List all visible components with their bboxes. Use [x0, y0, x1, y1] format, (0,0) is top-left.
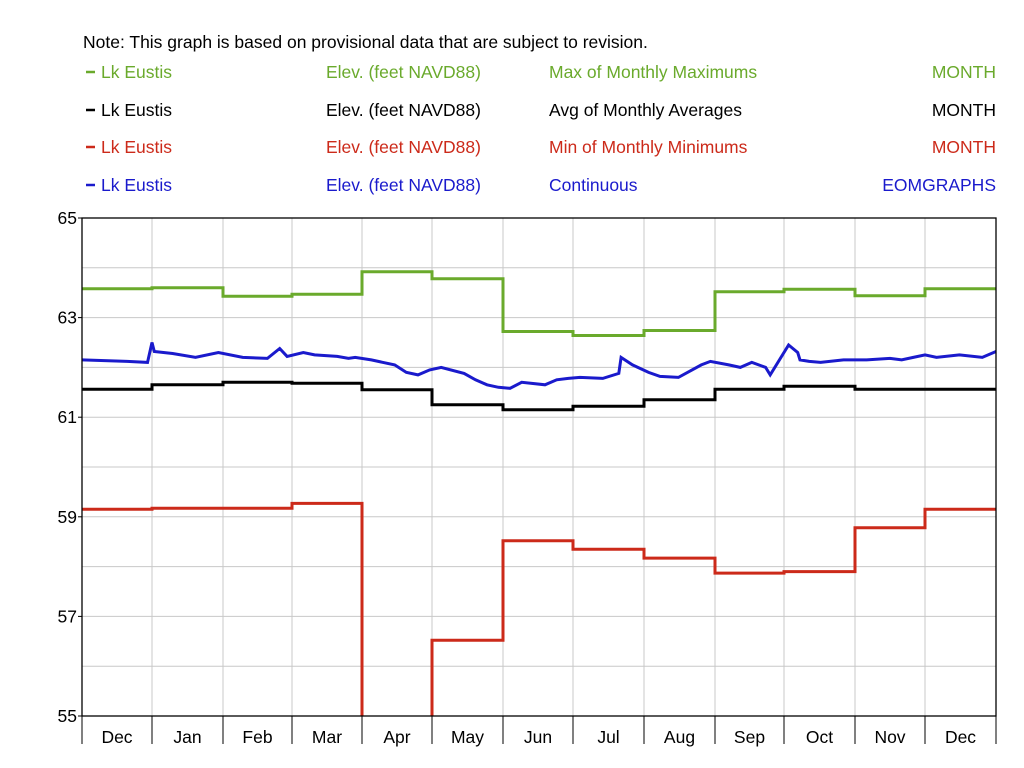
- legend-site: Lk Eustis: [101, 100, 172, 120]
- y-tick-label: 65: [58, 208, 77, 228]
- legend-param: Elev. (feet NAVD88): [326, 100, 481, 120]
- x-tick-label: Mar: [312, 727, 342, 747]
- legend-row: Lk Eustis Elev. (feet NAVD88) Continuous EO…: [86, 175, 996, 195]
- x-tick-label: May: [451, 727, 484, 747]
- x-tick-label: Nov: [874, 727, 905, 747]
- x-tick-label: Feb: [242, 727, 272, 747]
- legend-param: Elev. (feet NAVD88): [326, 175, 481, 195]
- chart-note: Note: This graph is based on provisional…: [83, 32, 648, 52]
- x-tick-label: Apr: [383, 727, 410, 747]
- legend-row: Lk Eustis Elev. (feet NAVD88) Min of Month…: [86, 137, 996, 157]
- tick-labels: 55 57 59 61 63 65 Dec Jan Feb Mar Apr May Jun Jul Aug S…: [58, 208, 997, 747]
- series-layer: [82, 270, 996, 716]
- series-line-1: [82, 380, 996, 412]
- legend-row: Lk Eustis Elev. (feet NAVD88) Avg of Month…: [86, 100, 996, 120]
- legend-stat: Max of Monthly Maximums: [549, 62, 757, 82]
- legend-stat: Continuous: [549, 175, 638, 195]
- legend: Lk Eustis Elev. (feet NAVD88) Max of Month…: [86, 62, 996, 195]
- legend-param: Elev. (feet NAVD88): [326, 137, 481, 157]
- legend-period: MONTH: [932, 137, 996, 157]
- x-tick-label: Jul: [597, 727, 619, 747]
- y-tick-label: 61: [58, 407, 77, 427]
- legend-period: MONTH: [932, 62, 996, 82]
- legend-row: Lk Eustis Elev. (feet NAVD88) Max of Month…: [86, 62, 996, 82]
- x-tick-label: Jan: [173, 727, 201, 747]
- y-tick-label: 57: [58, 606, 77, 626]
- series-line-2: [82, 501, 996, 716]
- x-tick-label: Dec: [101, 727, 132, 747]
- grid: [82, 218, 996, 716]
- legend-period: EOMGRAPHS: [882, 175, 996, 195]
- legend-period: MONTH: [932, 100, 996, 120]
- y-tick-label: 63: [58, 308, 77, 328]
- series-line-3: [82, 342, 996, 390]
- series-line-0: [82, 270, 996, 337]
- y-tick-label: 59: [58, 507, 77, 527]
- legend-stat: Avg of Monthly Averages: [549, 100, 742, 120]
- legend-site: Lk Eustis: [101, 137, 172, 157]
- x-tick-label: Sep: [734, 727, 765, 747]
- legend-stat: Min of Monthly Minimums: [549, 137, 748, 157]
- y-tick-label: 55: [58, 706, 77, 726]
- legend-site: Lk Eustis: [101, 62, 172, 82]
- legend-site: Lk Eustis: [101, 175, 172, 195]
- plot-frame: [81, 217, 997, 717]
- x-tick-label: Jun: [524, 727, 552, 747]
- x-tick-label: Oct: [806, 727, 833, 747]
- x-tick-label: Dec: [945, 727, 976, 747]
- legend-param: Elev. (feet NAVD88): [326, 62, 481, 82]
- x-tick-label: Aug: [664, 727, 695, 747]
